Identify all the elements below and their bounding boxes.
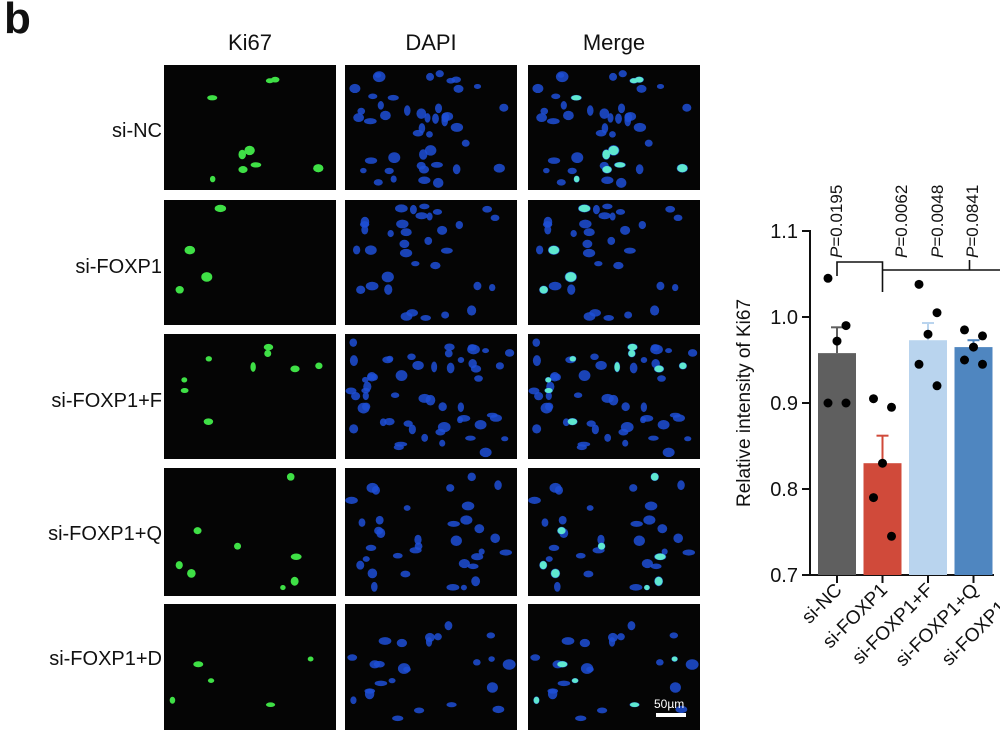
data-point xyxy=(878,458,887,468)
data-point xyxy=(832,336,842,346)
y-tick-label: 1.1 xyxy=(770,221,798,243)
y-tick-label: 1.0 xyxy=(770,307,798,329)
micrograph-dapi-row-1 xyxy=(345,65,517,190)
ki67-bar-chart: 0.7 0.8 0.9 1.0 1.1 Relative intensity of Ki6… xyxy=(734,185,1000,671)
bar xyxy=(818,353,856,575)
micrograph-merge-row-5 xyxy=(528,604,700,730)
data-point xyxy=(823,273,833,283)
row-label-si-foxp1-d: si-FOXP1+D xyxy=(49,648,162,670)
p-value-label: P=0.0048 xyxy=(928,185,947,258)
data-point xyxy=(869,394,878,404)
y-tick-label: 0.9 xyxy=(770,393,798,415)
p-value-label: P=0.0195 xyxy=(827,185,846,258)
data-point xyxy=(914,279,924,289)
data-point xyxy=(869,493,878,503)
data-point xyxy=(960,325,969,335)
micrograph-dapi-row-3 xyxy=(345,334,517,459)
row-label-si-foxp1-q: si-FOXP1+Q xyxy=(48,523,162,545)
p-value-label: P=0.0062 xyxy=(892,185,911,258)
row-label-si-foxp1: si-FOXP1 xyxy=(75,256,162,278)
row-label-si-foxp1-f: si-FOXP1+F xyxy=(51,390,162,412)
y-tick-label: 0.8 xyxy=(770,479,798,501)
bar xyxy=(954,347,993,575)
micrograph-dapi-row-5 xyxy=(345,604,517,730)
panel-letter: b xyxy=(4,0,31,43)
data-point xyxy=(978,331,987,341)
data-point xyxy=(841,398,851,408)
data-point xyxy=(932,308,942,318)
scale-bar xyxy=(656,713,686,717)
data-point xyxy=(823,398,833,408)
y-tick-label: 0.7 xyxy=(770,565,798,587)
data-point xyxy=(923,329,933,339)
data-point xyxy=(914,359,924,369)
row-label-si-nc: si-NC xyxy=(112,120,162,142)
micrograph-merge-row-4 xyxy=(528,468,700,596)
micrograph-ki67-row-2 xyxy=(164,200,336,325)
data-point xyxy=(960,355,969,365)
data-point xyxy=(932,381,942,391)
micrograph-ki67-row-4 xyxy=(164,468,336,596)
data-point xyxy=(841,321,851,331)
micrograph-merge-row-2 xyxy=(528,200,700,325)
micrograph-ki67-row-5 xyxy=(164,604,336,730)
micrograph-merge-row-3 xyxy=(528,334,700,459)
column-header-dapi: DAPI xyxy=(405,30,457,55)
data-point xyxy=(969,342,978,352)
bar xyxy=(909,340,947,575)
micrograph-dapi-row-4 xyxy=(345,468,517,596)
data-point xyxy=(887,402,896,412)
data-point xyxy=(887,531,896,541)
micrograph-dapi-row-2 xyxy=(345,200,517,325)
micrograph-ki67-row-3 xyxy=(164,334,336,459)
column-header-ki67: Ki67 xyxy=(227,30,273,55)
p-value-label: P=0.0841 xyxy=(963,185,982,258)
column-header-merge: Merge xyxy=(582,30,646,55)
micrograph-ki67-row-1 xyxy=(164,65,336,190)
significance-bracket xyxy=(836,261,884,292)
scale-bar-label: 50µm xyxy=(654,697,685,711)
micrograph-merge-row-1 xyxy=(528,65,700,190)
data-point xyxy=(978,359,987,369)
y-axis-label: Relative intensity of Ki67 xyxy=(734,299,755,507)
bar xyxy=(863,463,902,575)
